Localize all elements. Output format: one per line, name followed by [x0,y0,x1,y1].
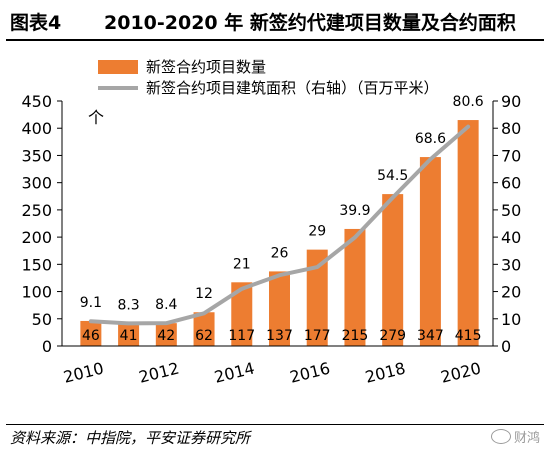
bar-value-label: 41 [120,328,138,344]
legend-label-line: 新签合约项目建筑面积（右轴）（百万平米） [146,79,439,97]
right-tick-label: 10 [501,310,521,329]
bar-value-label: 46 [82,328,100,344]
bar-value-label: 42 [157,328,175,344]
left-tick-label: 100 [21,283,52,302]
bar [382,194,403,346]
right-tick-label: 0 [501,337,511,356]
line-value-label: 29 [308,224,326,240]
right-tick-label: 50 [501,201,521,220]
right-tick-label: 80 [501,119,521,138]
bar-value-label: 117 [228,328,255,344]
line-value-label: 21 [233,256,251,272]
combo-chart: 46 41 42 62 117 137 177 215 279 347 415 9.1 8.3 8.4 1… [0,41,550,423]
x-tick-label: 2010 [61,359,105,387]
bar-value-label: 279 [379,328,406,344]
line-value-label: 26 [271,245,289,261]
left-tick-label: 250 [21,201,52,220]
bar-value-label: 215 [342,328,369,344]
x-tick-label: 2018 [363,359,407,387]
right-tick-label: 60 [501,174,521,193]
left-tick-label: 0 [42,337,52,356]
right-tick-label: 30 [501,255,521,274]
line-value-label: 39.9 [339,203,370,219]
x-tick-label: 2014 [212,359,256,387]
bar [420,157,441,346]
bar-value-label: 177 [304,328,331,344]
bar-value-label: 415 [455,328,482,344]
line-value-label: 8.4 [155,297,177,313]
right-tick-label: 70 [501,146,521,165]
x-tick-label: 2020 [439,359,483,387]
left-tick-label: 450 [21,92,52,111]
wechat-icon [491,429,511,444]
line-value-label: 68.6 [415,131,446,147]
left-tick-label: 400 [21,119,52,138]
bar-series [80,120,478,346]
bar-value-label: 137 [266,328,293,344]
left-axis-unit: 个 [88,108,104,127]
figure-header: 图表4 2010-2020 年 新签约代建项目数量及合约面积 [0,0,550,40]
left-tick-label: 150 [21,255,52,274]
x-tick-label: 2012 [137,359,181,387]
bar-value-label: 62 [195,328,213,344]
left-tick-label: 350 [21,146,52,165]
figure-label: 图表4 [10,8,61,35]
legend-label-bar: 新签合约项目数量 [146,58,266,76]
line-value-label: 12 [195,286,213,302]
line-value-label: 54.5 [377,168,408,184]
left-tick-label: 200 [21,228,52,247]
watermark: 财鸿 [491,427,540,446]
left-tick-label: 300 [21,174,52,193]
bar-value-label: 347 [417,328,444,344]
right-tick-label: 20 [501,283,521,302]
legend-swatch-bar [98,60,138,74]
line-value-label: 80.6 [453,94,484,110]
bar-value-labels: 46 41 42 62 117 137 177 215 279 347 415 [82,328,482,344]
right-tick-label: 40 [501,228,521,247]
left-tick-label: 50 [32,310,52,329]
line-value-label: 8.3 [117,297,139,313]
x-tick-label: 2016 [288,359,332,387]
bar [458,120,479,346]
line-value-label: 9.1 [80,295,102,311]
bottom-rule [6,424,544,425]
source-note: 资料来源：中指院，平安证券研究所 [10,427,250,448]
right-tick-label: 90 [501,92,521,111]
watermark-text: 财鸿 [514,431,540,446]
chart-title: 2010-2020 年 新签约代建项目数量及合约面积 [104,8,516,35]
